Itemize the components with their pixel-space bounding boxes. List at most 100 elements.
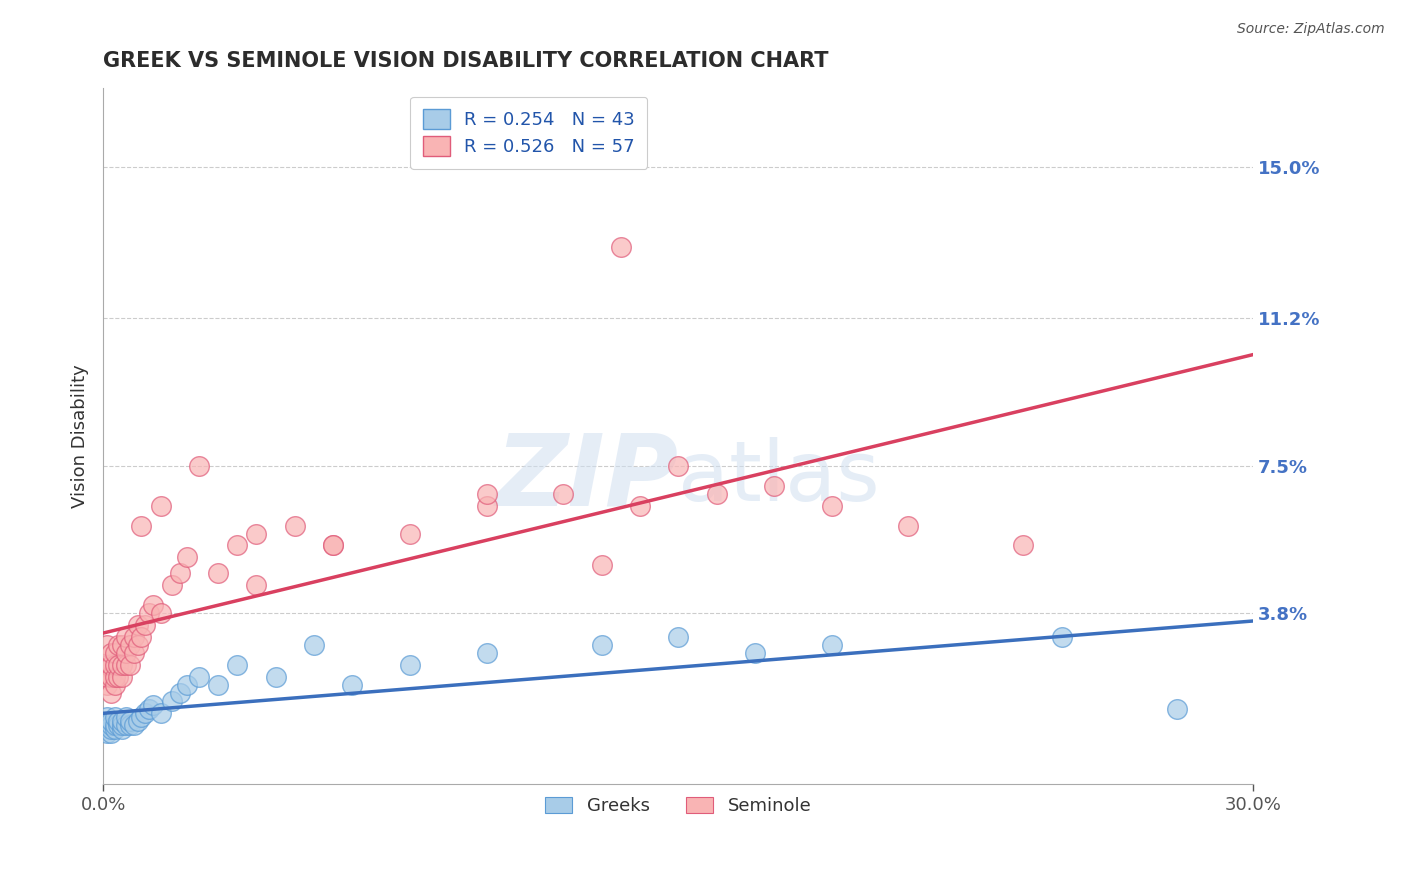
- Point: [245, 578, 267, 592]
- Point: [628, 499, 651, 513]
- Point: [115, 710, 138, 724]
- Point: [142, 698, 165, 712]
- Point: [96, 717, 118, 731]
- Point: [666, 458, 689, 473]
- Point: [100, 714, 122, 728]
- Point: [111, 638, 134, 652]
- Point: [553, 486, 575, 500]
- Point: [115, 717, 138, 731]
- Point: [111, 722, 134, 736]
- Point: [399, 526, 422, 541]
- Point: [96, 657, 118, 672]
- Point: [609, 240, 631, 254]
- Text: GREEK VS SEMINOLE VISION DISABILITY CORRELATION CHART: GREEK VS SEMINOLE VISION DISABILITY CORR…: [103, 51, 828, 70]
- Point: [127, 618, 149, 632]
- Point: [149, 706, 172, 720]
- Text: atlas: atlas: [678, 437, 880, 518]
- Point: [475, 486, 498, 500]
- Point: [475, 646, 498, 660]
- Point: [122, 717, 145, 731]
- Point: [322, 539, 344, 553]
- Point: [127, 638, 149, 652]
- Point: [111, 714, 134, 728]
- Point: [160, 694, 183, 708]
- Point: [763, 479, 786, 493]
- Point: [160, 578, 183, 592]
- Point: [107, 714, 129, 728]
- Point: [706, 486, 728, 500]
- Point: [107, 638, 129, 652]
- Point: [107, 657, 129, 672]
- Point: [104, 722, 127, 736]
- Point: [107, 670, 129, 684]
- Point: [142, 599, 165, 613]
- Point: [666, 630, 689, 644]
- Point: [302, 638, 325, 652]
- Point: [134, 706, 156, 720]
- Point: [1050, 630, 1073, 644]
- Y-axis label: Vision Disability: Vision Disability: [72, 364, 89, 508]
- Point: [115, 630, 138, 644]
- Point: [104, 657, 127, 672]
- Point: [475, 499, 498, 513]
- Point: [96, 670, 118, 684]
- Point: [169, 686, 191, 700]
- Point: [100, 717, 122, 731]
- Point: [100, 722, 122, 736]
- Point: [149, 606, 172, 620]
- Text: Source: ZipAtlas.com: Source: ZipAtlas.com: [1237, 22, 1385, 37]
- Point: [115, 657, 138, 672]
- Point: [118, 714, 141, 728]
- Point: [118, 657, 141, 672]
- Point: [96, 710, 118, 724]
- Point: [322, 539, 344, 553]
- Point: [100, 725, 122, 739]
- Point: [111, 657, 134, 672]
- Point: [107, 717, 129, 731]
- Point: [169, 566, 191, 581]
- Point: [118, 717, 141, 731]
- Point: [820, 499, 842, 513]
- Point: [149, 499, 172, 513]
- Point: [820, 638, 842, 652]
- Point: [207, 566, 229, 581]
- Point: [100, 646, 122, 660]
- Legend: Greeks, Seminole: Greeks, Seminole: [536, 788, 820, 824]
- Point: [591, 638, 613, 652]
- Point: [1012, 539, 1035, 553]
- Point: [245, 526, 267, 541]
- Point: [100, 686, 122, 700]
- Point: [399, 657, 422, 672]
- Point: [226, 539, 249, 553]
- Point: [127, 714, 149, 728]
- Point: [131, 630, 153, 644]
- Point: [897, 518, 920, 533]
- Point: [96, 678, 118, 692]
- Point: [104, 646, 127, 660]
- Point: [104, 678, 127, 692]
- Point: [115, 646, 138, 660]
- Point: [104, 710, 127, 724]
- Point: [226, 657, 249, 672]
- Point: [96, 725, 118, 739]
- Point: [188, 458, 211, 473]
- Point: [134, 618, 156, 632]
- Point: [96, 638, 118, 652]
- Point: [744, 646, 766, 660]
- Point: [188, 670, 211, 684]
- Point: [111, 670, 134, 684]
- Point: [284, 518, 307, 533]
- Point: [131, 518, 153, 533]
- Point: [100, 670, 122, 684]
- Point: [342, 678, 364, 692]
- Point: [122, 646, 145, 660]
- Point: [122, 630, 145, 644]
- Point: [1166, 702, 1188, 716]
- Point: [131, 710, 153, 724]
- Point: [118, 638, 141, 652]
- Text: ZIP: ZIP: [495, 429, 678, 526]
- Point: [264, 670, 287, 684]
- Point: [176, 550, 198, 565]
- Point: [138, 606, 160, 620]
- Point: [100, 657, 122, 672]
